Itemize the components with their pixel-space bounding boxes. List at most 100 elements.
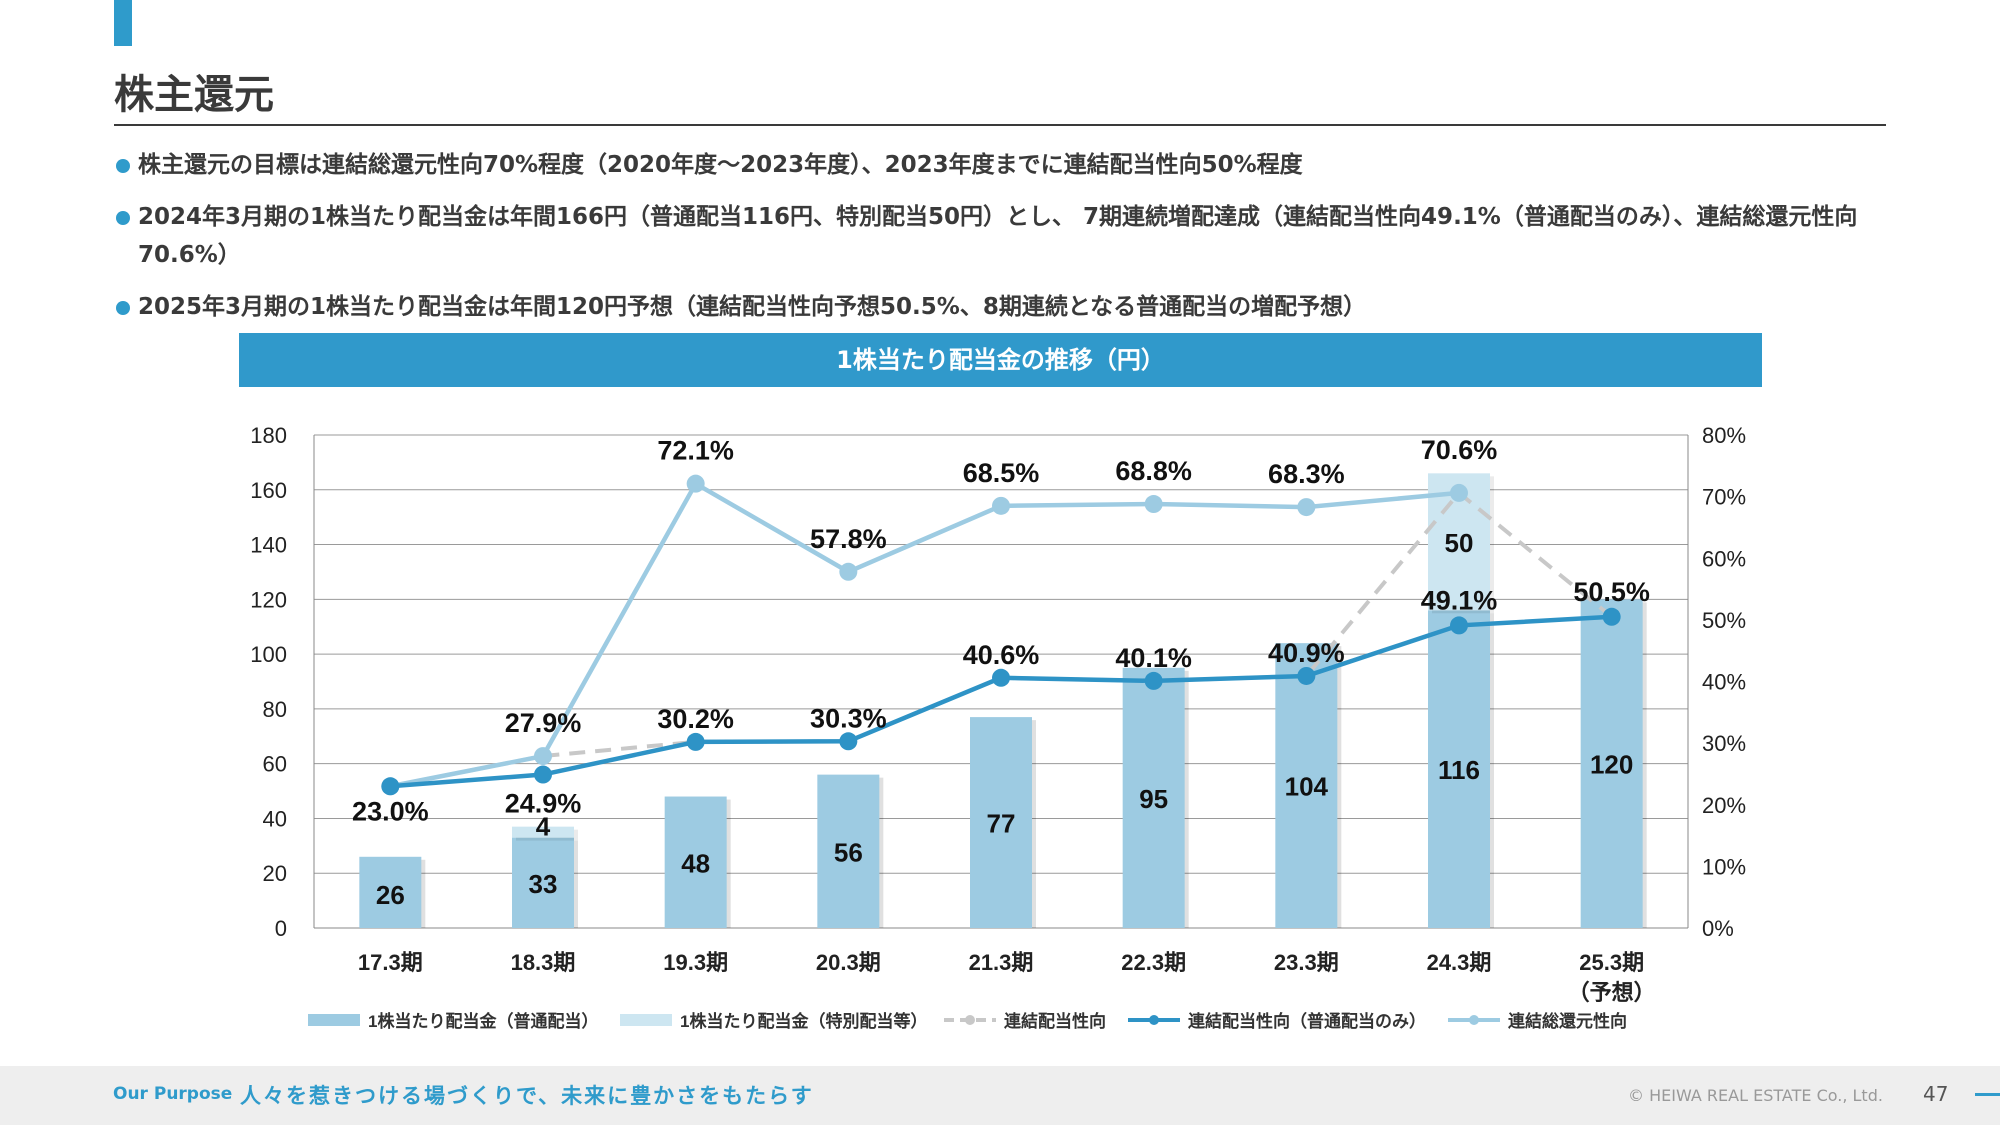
bar-special-value-label: 50 <box>1445 528 1474 558</box>
y-tick-label: 100 <box>250 642 287 667</box>
bar-value-label: 104 <box>1285 772 1329 802</box>
y2-tick-label: 80% <box>1702 423 1746 448</box>
legend-label: 連結総還元性向 <box>1508 1011 1627 1031</box>
legend-marker <box>1469 1015 1479 1025</box>
y2-tick-label: 70% <box>1702 485 1746 510</box>
dividend-chart: 0 20 40 60 80 100 120 140 160 180 0% 10% 20% 30% 40% 50… <box>250 423 1746 1031</box>
line-payout-ratio-regular-point <box>1297 666 1316 685</box>
y2-tick-label: 0% <box>1702 916 1734 941</box>
payout-ratio-label: 24.9% <box>505 789 582 819</box>
footer-mission: 人々を惹きつける場づくりで、未来に豊かさをもたらす <box>240 1084 814 1108</box>
line-total-return-ratio-point <box>839 562 858 581</box>
bullet-list: 株主還元の目標は連結総還元性向70%程度（2020年度〜2023年度）、2023… <box>114 146 1874 340</box>
total-return-label: 57.8% <box>810 524 887 554</box>
page-title: 株主還元 <box>114 72 274 118</box>
title-divider <box>114 124 1886 126</box>
bar-regular-dividend <box>970 717 1032 928</box>
line-total-return-ratio-point <box>534 747 552 766</box>
x-tick-label: 25.3期 <box>1579 950 1644 975</box>
footer-accent-line <box>1975 1093 2000 1096</box>
bar-regular-dividend <box>1428 610 1490 928</box>
y2-tick-label: 20% <box>1702 793 1746 818</box>
bar-regular-dividend <box>664 796 727 928</box>
line-payout-ratio-regular-point <box>839 732 858 751</box>
bar-value-label: 48 <box>681 848 710 878</box>
x-tick-label: 17.3期 <box>358 950 423 975</box>
payout-ratio-label: 40.1% <box>1115 643 1192 673</box>
line-payout-ratio-regular-point <box>381 777 400 796</box>
total-return-label: 27.9% <box>505 708 582 738</box>
legend-label: 1株当たり配当金（普通配当） <box>368 1011 598 1031</box>
footer: Our Purpose 人々を惹きつける場づくりで、未来に豊かさをもたらす © … <box>0 1066 2000 1125</box>
bar-special-dividend <box>512 826 574 838</box>
total-return-label: 68.3% <box>1268 459 1345 489</box>
y-tick-label: 80 <box>263 697 287 722</box>
bar-value-label: 95 <box>1139 784 1168 814</box>
bar-value-label: 33 <box>529 869 558 899</box>
payout-ratio-label: 40.6% <box>963 640 1040 670</box>
bar-regular-dividend <box>1122 667 1185 928</box>
bullet-item: 株主還元の目標は連結総還元性向70%程度（2020年度〜2023年度）、2023… <box>114 146 1874 184</box>
bar-regular-dividend <box>512 837 574 928</box>
y-tick-label: 40 <box>263 806 287 831</box>
x-tick-label: 23.3期 <box>1274 950 1339 975</box>
total-return-label: 68.8% <box>1115 456 1192 486</box>
payout-ratio-label: 49.1% <box>1421 585 1498 615</box>
x-tick-label: 22.3期 <box>1121 950 1186 975</box>
y-tick-label: 60 <box>263 752 287 777</box>
footer-purpose-label: Our Purpose <box>113 1084 233 1104</box>
bar-regular-dividend <box>817 774 880 928</box>
x-tick-label: 18.3期 <box>511 950 576 975</box>
line-payout-ratio-regular-point <box>1450 616 1468 635</box>
legend-marker <box>965 1015 975 1025</box>
bar-value-label: 26 <box>376 880 405 910</box>
line-payout-ratio-regular-point <box>686 732 705 751</box>
payout-ratio-label: 30.2% <box>657 704 734 734</box>
y2-tick-label: 40% <box>1702 670 1746 695</box>
x-tick-label: 21.3期 <box>969 950 1034 975</box>
line-payout-ratio-regular-point <box>992 668 1010 687</box>
legend-label: 連結配当性向 <box>1004 1011 1106 1031</box>
line-payout-ratio-regular-point <box>534 765 552 784</box>
bar-value-label: 56 <box>834 837 863 867</box>
y-tick-label: 0 <box>275 916 287 941</box>
bullet-item: 2024年3月期の1株当たり配当金は年間166円（普通配当116円、特別配当50… <box>114 198 1874 274</box>
bar-regular-dividend <box>359 856 422 928</box>
x-tick-label: 20.3期 <box>816 950 881 975</box>
legend-label: 1株当たり配当金（特別配当等） <box>680 1011 927 1031</box>
line-total-return-ratio-point <box>686 474 705 493</box>
y2-tick-label: 50% <box>1702 608 1746 633</box>
bar-regular-dividend <box>1580 599 1643 928</box>
y-tick-label: 180 <box>250 423 287 448</box>
payout-ratio-label: 40.9% <box>1268 638 1345 668</box>
total-return-label: 68.5% <box>963 458 1040 488</box>
accent-tab <box>114 0 132 46</box>
line-total-return-ratio-point <box>1297 498 1316 517</box>
footer-copyright: © HEIWA REAL ESTATE Co., Ltd. <box>1628 1086 1883 1105</box>
line-total-return-ratio-point <box>1144 495 1163 514</box>
legend-swatch <box>308 1014 360 1026</box>
line-payout-ratio-regular-point <box>1602 607 1621 626</box>
bar-value-label: 120 <box>1590 750 1633 780</box>
page-number: 47 <box>1923 1082 1949 1106</box>
y2-tick-label: 30% <box>1702 731 1746 756</box>
bar-special-value-label: 4 <box>536 812 551 842</box>
x-tick-label: 24.3期 <box>1427 950 1492 975</box>
y-tick-label: 20 <box>263 861 287 886</box>
line-payout-ratio-regular-point <box>1144 671 1163 690</box>
line-total-return-ratio <box>389 480 1460 789</box>
y2-tick-label: 60% <box>1702 546 1746 571</box>
y-tick-label: 120 <box>250 587 287 612</box>
total-return-label: 70.6% <box>1421 435 1498 465</box>
x-tick-sublabel: （予想） <box>1568 980 1656 1005</box>
legend-swatch <box>620 1014 672 1026</box>
chart-title-banner: 1株当たり配当金の推移（円） <box>239 333 1762 387</box>
legend-label: 連結配当性向（普通配当のみ） <box>1188 1011 1426 1031</box>
payout-ratio-label: 30.3% <box>810 703 887 733</box>
line-total-return-ratio-point <box>1450 483 1468 502</box>
total-return-label: 72.1% <box>657 436 734 466</box>
y-tick-label: 160 <box>250 478 287 503</box>
bullet-item: 2025年3月期の1株当たり配当金は年間120円予想（連結配当性向予想50.5%… <box>114 288 1874 326</box>
y-tick-label: 140 <box>250 533 287 558</box>
bar-value-label: 77 <box>987 809 1016 839</box>
